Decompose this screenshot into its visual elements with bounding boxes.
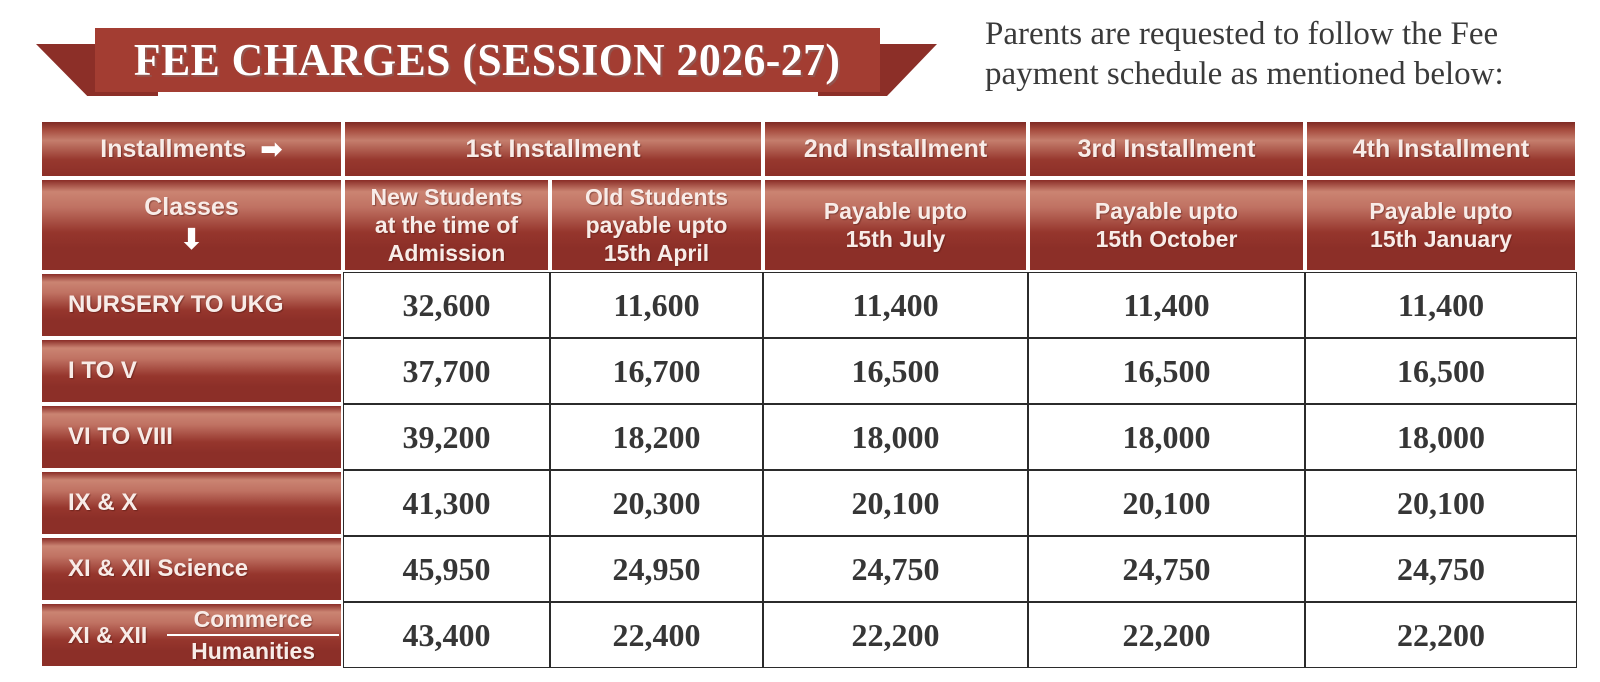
subheader-payable-july: Payable upto 15th July bbox=[763, 178, 1028, 272]
installments-label: Installments bbox=[100, 134, 247, 163]
subheader-old-students: Old Students payable upto 15th April bbox=[550, 178, 763, 272]
subheader-new-students: New Students at the time of Admission bbox=[343, 178, 550, 272]
fee-value: 18,000 bbox=[1305, 404, 1577, 470]
fee-value: 22,200 bbox=[763, 602, 1028, 668]
header-2nd-installment: 2nd Installment bbox=[763, 120, 1028, 178]
fee-value: 16,500 bbox=[1305, 338, 1577, 404]
fee-value: 24,750 bbox=[1305, 536, 1577, 602]
stream-commerce: Commerce bbox=[167, 606, 339, 636]
stream-stack: Commerce Humanities bbox=[167, 606, 339, 665]
fee-value: 16,500 bbox=[763, 338, 1028, 404]
fee-value: 11,400 bbox=[1028, 272, 1305, 338]
fee-value: 20,300 bbox=[550, 470, 763, 536]
classes-header-cell: Classes ⬇ bbox=[40, 178, 343, 272]
header-3rd-installment: 3rd Installment bbox=[1028, 120, 1305, 178]
fee-value: 11,600 bbox=[550, 272, 763, 338]
fee-value: 37,700 bbox=[343, 338, 550, 404]
down-arrow-icon: ⬇ bbox=[179, 222, 204, 257]
fee-value: 16,500 bbox=[1028, 338, 1305, 404]
payment-schedule-note: Parents are requested to follow the Fee … bbox=[985, 16, 1504, 93]
class-label-xi-xii-science: XI & XII Science bbox=[40, 536, 343, 602]
fee-value: 32,600 bbox=[343, 272, 550, 338]
subheader-payable-october: Payable upto 15th October bbox=[1028, 178, 1305, 272]
fee-table: Installments ➡ 1st Installment 2nd Insta… bbox=[40, 120, 1577, 668]
fee-value: 22,200 bbox=[1305, 602, 1577, 668]
fee-value: 11,400 bbox=[1305, 272, 1577, 338]
class-label-i-to-v: I TO V bbox=[40, 338, 343, 404]
fee-value: 18,000 bbox=[763, 404, 1028, 470]
stream-humanities: Humanities bbox=[191, 638, 316, 664]
classes-label: Classes bbox=[144, 192, 239, 221]
fee-value: 20,100 bbox=[763, 470, 1028, 536]
class-label-nursery-ukg: NURSERY TO UKG bbox=[40, 272, 343, 338]
class-label-vi-to-viii: VI TO VIII bbox=[40, 404, 343, 470]
fee-value: 24,750 bbox=[1028, 536, 1305, 602]
fee-value: 43,400 bbox=[343, 602, 550, 668]
fee-value: 22,400 bbox=[550, 602, 763, 668]
class-label-ix-x: IX & X bbox=[40, 470, 343, 536]
fee-value: 11,400 bbox=[763, 272, 1028, 338]
subheader-payable-january: Payable upto 15th January bbox=[1305, 178, 1577, 272]
fee-value: 41,300 bbox=[343, 470, 550, 536]
class-label-prefix: XI & XII bbox=[68, 621, 148, 648]
fee-value: 22,200 bbox=[1028, 602, 1305, 668]
fee-value: 24,950 bbox=[550, 536, 763, 602]
fee-value: 39,200 bbox=[343, 404, 550, 470]
fee-value: 18,200 bbox=[550, 404, 763, 470]
banner-title: FEE CHARGES (SESSION 2026-27) bbox=[134, 35, 841, 85]
fee-value: 16,700 bbox=[550, 338, 763, 404]
header-4th-installment: 4th Installment bbox=[1305, 120, 1577, 178]
fee-value: 45,950 bbox=[343, 536, 550, 602]
fee-value: 18,000 bbox=[1028, 404, 1305, 470]
header-1st-installment: 1st Installment bbox=[343, 120, 763, 178]
right-arrow-icon: ➡ bbox=[260, 133, 283, 165]
class-label-xi-xii-commerce-humanities: XI & XII Commerce Humanities bbox=[40, 602, 343, 668]
fee-charges-banner: FEE CHARGES (SESSION 2026-27) bbox=[95, 28, 880, 92]
fee-value: 20,100 bbox=[1028, 470, 1305, 536]
fee-value: 24,750 bbox=[763, 536, 1028, 602]
installments-header-cell: Installments ➡ bbox=[40, 120, 343, 178]
fee-value: 20,100 bbox=[1305, 470, 1577, 536]
